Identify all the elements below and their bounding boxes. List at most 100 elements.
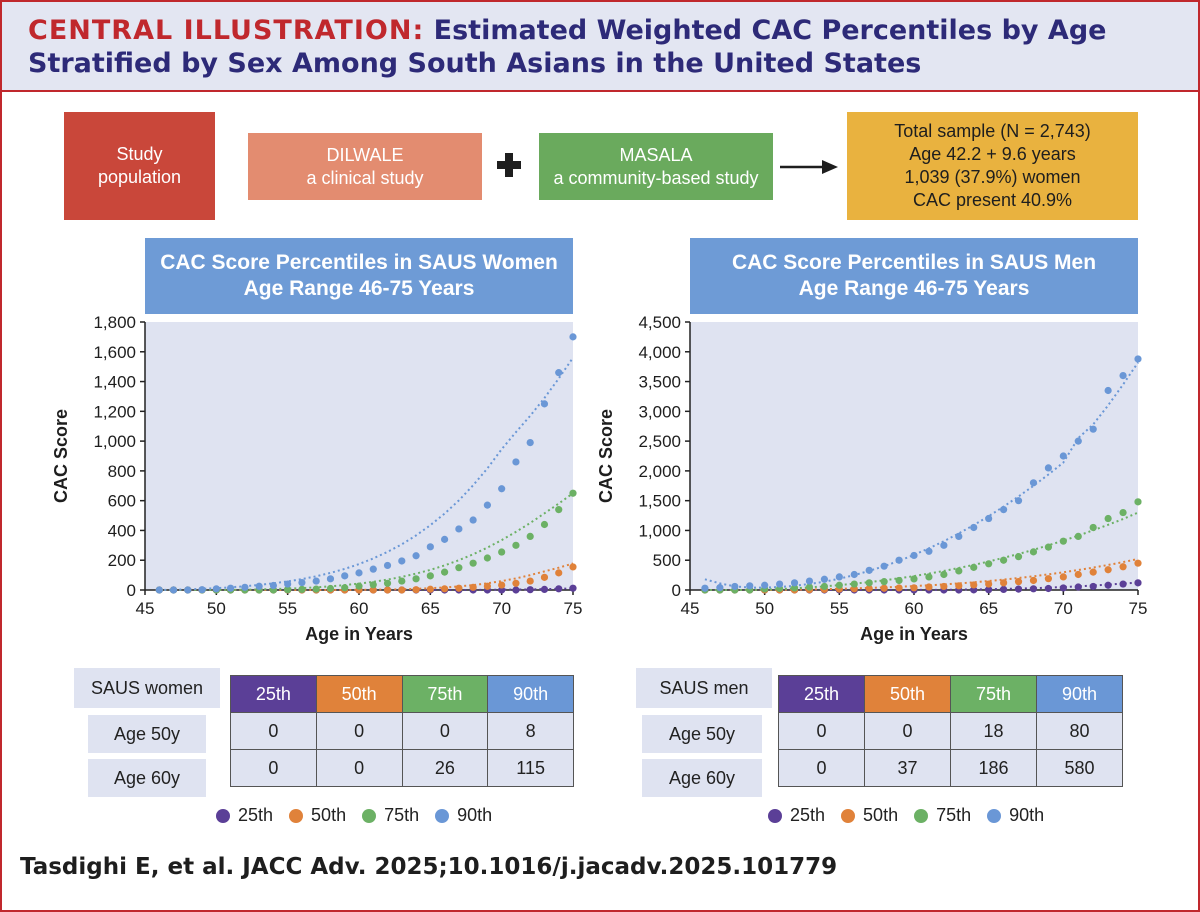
y-tick-label: 1,500 [638, 492, 681, 511]
data-point-90th [970, 523, 978, 532]
table-cell: 8 [487, 712, 574, 750]
data-point-90th [212, 585, 220, 593]
data-point-90th [940, 541, 948, 549]
women-chart-title-line1: CAC Score Percentiles in SAUS Women [160, 251, 558, 274]
data-point-50th [412, 586, 420, 594]
legend-label: 25th [790, 805, 826, 825]
table-cell: 0 [230, 712, 317, 750]
data-point-50th [865, 584, 873, 593]
data-point-90th [184, 586, 192, 594]
data-point-90th [1000, 506, 1008, 514]
table-cell: 0 [315, 749, 403, 787]
data-point-75th [526, 532, 534, 540]
legend-dot [987, 808, 1002, 823]
data-point-50th [569, 563, 577, 571]
x-tick-label: 75 [564, 599, 583, 618]
data-point-50th [540, 573, 549, 581]
data-point-90th [865, 566, 873, 574]
table-cell: 115 [487, 749, 574, 787]
data-point-90th [169, 586, 178, 594]
men-chart-title: CAC Score Percentiles in SAUS Men Age Ra… [690, 238, 1138, 314]
table-header-row: 25th 50th 75th 90th [230, 675, 574, 713]
y-tick-label: 600 [108, 492, 136, 511]
data-point-50th [1134, 559, 1142, 567]
men-percentile-table: 25th 50th 75th 90th 0 0 18 80 0 37 186 5… [778, 675, 1123, 787]
data-point-90th [341, 572, 349, 580]
trendline-50th [704, 558, 1139, 591]
data-point-75th [1000, 556, 1008, 564]
data-point-90th [412, 552, 420, 560]
women-row-label: Age 50y [88, 715, 206, 753]
legend-dot [216, 808, 230, 823]
legend-dot [289, 808, 304, 823]
legend-dot [362, 808, 377, 823]
data-point-90th [540, 400, 549, 408]
data-point-90th [526, 439, 534, 447]
data-point-75th [820, 582, 828, 591]
data-point-90th [227, 584, 235, 592]
data-point-75th [790, 584, 799, 592]
data-point-75th [284, 586, 292, 594]
data-point-50th [1014, 578, 1023, 586]
data-point-50th [1119, 563, 1127, 571]
data-point-90th [426, 543, 434, 551]
legend-item-90th: 90th [987, 805, 1044, 826]
data-point-25th [512, 586, 520, 594]
data-point-50th [895, 584, 903, 592]
data-point-75th [469, 559, 477, 567]
y-tick-label: 1,400 [93, 373, 136, 392]
legend-item-50th: 50th [841, 805, 898, 826]
data-point-90th [1059, 452, 1067, 460]
data-point-75th [940, 570, 948, 579]
data-point-90th [790, 579, 799, 587]
data-point-75th [426, 572, 434, 580]
y-tick-label: 2,000 [638, 462, 681, 481]
data-point-75th [498, 548, 506, 556]
data-point-75th [341, 584, 349, 592]
legend-item-25th: 25th [768, 805, 825, 826]
x-tick-label: 75 [1129, 599, 1148, 618]
legend-item-75th: 75th [914, 805, 971, 826]
table-cell: 580 [1036, 749, 1123, 787]
data-point-90th [731, 582, 739, 591]
legend-item-75th: 75th [362, 805, 419, 826]
data-point-50th [970, 581, 978, 589]
data-point-50th [441, 585, 449, 593]
data-point-50th [455, 584, 463, 592]
data-point-50th [426, 585, 434, 593]
legend-item-90th: 90th [435, 805, 492, 826]
data-point-25th [540, 585, 549, 594]
data-point-90th [255, 582, 263, 590]
legend-dot [768, 808, 782, 823]
total-age-line: Age 42.2 + 9.6 years [909, 144, 1076, 164]
table-row: 0 0 18 80 [778, 712, 1123, 750]
header-title-text: Estimated Weighted CAC Percentiles by Ag… [28, 15, 1107, 79]
data-point-50th [910, 584, 918, 592]
data-point-90th [746, 582, 754, 590]
data-point-50th [1044, 575, 1052, 583]
data-point-90th [383, 561, 392, 570]
data-point-50th [1059, 573, 1067, 581]
data-point-75th [326, 584, 335, 593]
y-tick-label: 3,500 [638, 373, 681, 392]
legend-label: 50th [863, 805, 899, 825]
data-point-50th [369, 586, 377, 594]
data-point-90th [298, 578, 306, 587]
masala-title: MASALA [619, 144, 693, 165]
table-cell: 186 [950, 749, 1037, 787]
arrow-right-icon [780, 160, 838, 174]
data-point-90th [955, 532, 963, 540]
total-sample-box: Total sample (N = 2,743) Age 42.2 + 9.6 … [847, 112, 1138, 220]
data-point-75th [483, 554, 491, 562]
x-tick-label: 70 [1054, 599, 1073, 618]
trendline-50th [159, 562, 574, 591]
data-point-90th [512, 458, 520, 466]
data-point-90th [985, 514, 993, 523]
data-point-90th [312, 577, 320, 585]
data-point-75th [805, 583, 814, 591]
dilwale-subtitle: a clinical study [306, 167, 424, 188]
data-point-50th [483, 582, 491, 590]
data-point-50th [398, 586, 406, 594]
data-point-75th [970, 563, 978, 571]
data-point-50th [1074, 570, 1082, 579]
